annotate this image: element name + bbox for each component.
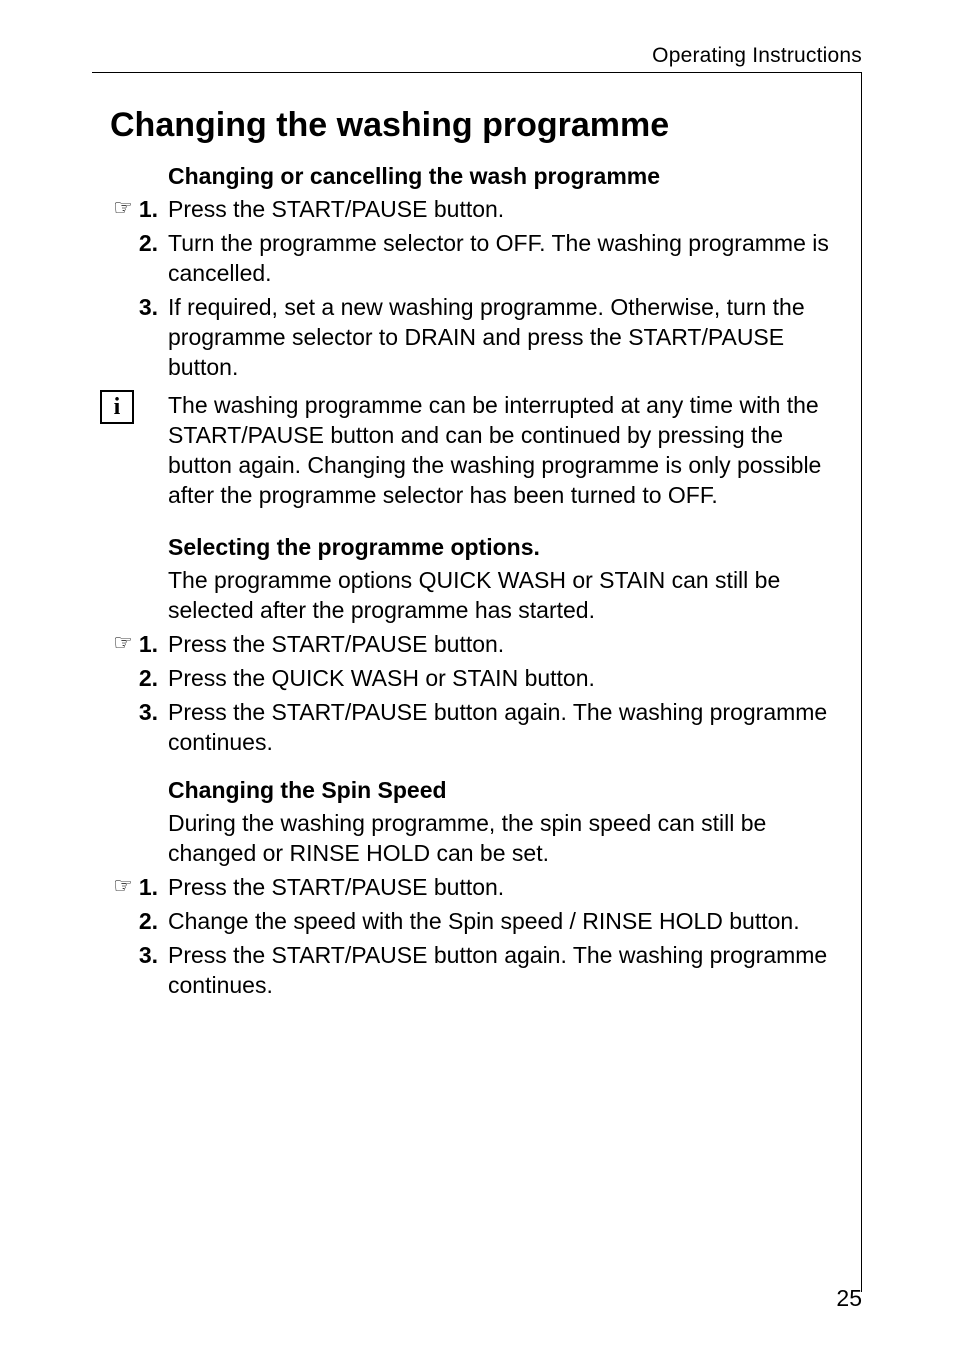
info-icon: i — [100, 390, 134, 424]
step-gutter: 2. — [92, 228, 168, 258]
step-number: 2. — [139, 228, 158, 258]
page-number: 25 — [836, 1285, 862, 1312]
page-title: Changing the washing programme — [110, 106, 834, 145]
info-row: i The washing programme can be interrupt… — [92, 390, 834, 510]
hand-icon: ☞ — [113, 872, 133, 900]
hand-icon: ☞ — [113, 629, 133, 657]
step-gutter: ☞ 1. — [92, 629, 168, 659]
section2-intro: The programme options QUICK WASH or STAI… — [168, 565, 834, 625]
step-text: Press the START/PAUSE button again. The … — [168, 697, 834, 757]
step-number: 1. — [139, 872, 158, 902]
header-section-label: Operating Instructions — [652, 44, 862, 68]
step-gutter: 3. — [92, 697, 168, 727]
section1-heading: Changing or cancelling the wash programm… — [168, 163, 834, 190]
section2-heading: Selecting the programme options. — [168, 534, 834, 561]
step-number: 3. — [139, 940, 158, 970]
step-text: Turn the programme selector to OFF. The … — [168, 228, 834, 288]
step-row: 3. If required, set a new washing progra… — [92, 292, 834, 382]
info-text: The washing programme can be interrupted… — [168, 390, 834, 510]
step-gutter: 3. — [92, 292, 168, 322]
step-number: 2. — [139, 906, 158, 936]
step-text: Press the START/PAUSE button. — [168, 629, 834, 659]
step-row: 2. Turn the programme selector to OFF. T… — [92, 228, 834, 288]
step-gutter: 3. — [92, 940, 168, 970]
step-row: 2. Change the speed with the Spin speed … — [92, 906, 834, 936]
step-number: 3. — [139, 697, 158, 727]
hand-icon: ☞ — [113, 194, 133, 222]
step-row: 3. Press the START/PAUSE button again. T… — [92, 697, 834, 757]
step-text: If required, set a new washing programme… — [168, 292, 834, 382]
step-row: 2. Press the QUICK WASH or STAIN button. — [92, 663, 834, 693]
step-row: ☞ 1. Press the START/PAUSE button. — [92, 629, 834, 659]
step-number: 1. — [139, 629, 158, 659]
step-gutter: ☞ 1. — [92, 194, 168, 224]
step-gutter: 2. — [92, 906, 168, 936]
step-row: 3. Press the START/PAUSE button again. T… — [92, 940, 834, 1000]
step-text: Press the START/PAUSE button. — [168, 872, 834, 902]
rule-top — [92, 72, 862, 73]
content: Changing the washing programme Changing … — [92, 72, 862, 1000]
step-number: 3. — [139, 292, 158, 322]
step-text: Press the START/PAUSE button again. The … — [168, 940, 834, 1000]
info-icon-wrap: i — [92, 390, 168, 424]
step-gutter: ☞ 1. — [92, 872, 168, 902]
section3-heading: Changing the Spin Speed — [168, 777, 834, 804]
section3-intro: During the washing programme, the spin s… — [168, 808, 834, 868]
page: Operating Instructions Changing the wash… — [0, 0, 954, 1352]
step-row: ☞ 1. Press the START/PAUSE button. — [92, 194, 834, 224]
step-number: 2. — [139, 663, 158, 693]
step-number: 1. — [139, 194, 158, 224]
rule-right — [861, 72, 862, 1292]
step-gutter: 2. — [92, 663, 168, 693]
step-text: Change the speed with the Spin speed / R… — [168, 906, 834, 936]
step-text: Press the START/PAUSE button. — [168, 194, 834, 224]
step-row: ☞ 1. Press the START/PAUSE button. — [92, 872, 834, 902]
step-text: Press the QUICK WASH or STAIN button. — [168, 663, 834, 693]
